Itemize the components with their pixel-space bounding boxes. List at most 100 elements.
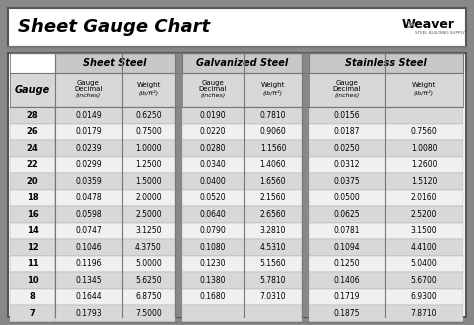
Bar [55, 157, 175, 173]
Text: 0.1719: 0.1719 [334, 292, 360, 301]
Text: 0.7560: 0.7560 [410, 127, 438, 136]
Text: (lb/ft²): (lb/ft²) [138, 90, 159, 96]
Text: 0.0340: 0.0340 [200, 160, 227, 169]
Text: Galvanized Steel: Galvanized Steel [196, 58, 288, 68]
Text: 0.7500: 0.7500 [135, 127, 162, 136]
Bar [182, 124, 302, 140]
Text: 7.5000: 7.5000 [135, 309, 162, 318]
Text: (lb/ft²): (lb/ft²) [414, 90, 434, 96]
Text: 4.4100: 4.4100 [410, 243, 438, 252]
Bar [182, 140, 302, 157]
Bar [309, 157, 463, 173]
Bar [55, 73, 175, 107]
Text: 0.0747: 0.0747 [75, 226, 102, 235]
Bar [55, 53, 175, 73]
Text: 0.1046: 0.1046 [75, 243, 102, 252]
Bar [55, 189, 175, 206]
Bar [309, 272, 463, 289]
Text: 2.0000: 2.0000 [135, 193, 162, 202]
Text: 0.6250: 0.6250 [135, 111, 162, 120]
Text: Gauge: Gauge [336, 80, 358, 86]
Bar [55, 140, 175, 157]
Text: 0.1094: 0.1094 [334, 243, 360, 252]
Bar [309, 140, 463, 157]
Bar [55, 173, 175, 189]
Bar [8, 8, 466, 47]
Text: 0.1793: 0.1793 [75, 309, 102, 318]
Text: 0.0149: 0.0149 [75, 111, 102, 120]
Text: (inches): (inches) [334, 94, 360, 98]
Text: Gauge: Gauge [77, 80, 100, 86]
Text: 1.6560: 1.6560 [260, 177, 286, 186]
Text: 0.0625: 0.0625 [334, 210, 360, 219]
Text: 0.0478: 0.0478 [75, 193, 102, 202]
Text: 0.1250: 0.1250 [334, 259, 360, 268]
Bar [10, 289, 55, 305]
Text: 0.0400: 0.0400 [200, 177, 227, 186]
Bar [182, 53, 302, 73]
Bar [55, 124, 175, 140]
Bar [10, 173, 55, 189]
Text: 3.2810: 3.2810 [260, 226, 286, 235]
Text: 0.0299: 0.0299 [75, 160, 102, 169]
Bar [182, 73, 302, 107]
Text: 1.5000: 1.5000 [135, 177, 162, 186]
Text: 18: 18 [27, 193, 38, 202]
Bar [182, 223, 302, 239]
Text: 0.0790: 0.0790 [200, 226, 227, 235]
Text: 2.6560: 2.6560 [260, 210, 286, 219]
Text: STEEL BUILDING SUPPLY: STEEL BUILDING SUPPLY [415, 32, 465, 35]
Bar [182, 107, 302, 124]
Bar [10, 53, 55, 73]
Text: 0.1644: 0.1644 [75, 292, 102, 301]
Text: 10: 10 [27, 276, 38, 285]
Text: 22: 22 [27, 160, 38, 169]
Text: 28: 28 [27, 111, 38, 120]
Text: 5.7810: 5.7810 [260, 276, 286, 285]
Bar [55, 107, 175, 124]
Text: 0.0187: 0.0187 [334, 127, 360, 136]
Bar [302, 53, 309, 317]
Text: 6.8750: 6.8750 [135, 292, 162, 301]
Text: 0.1345: 0.1345 [75, 276, 102, 285]
Bar [182, 305, 302, 321]
Text: Sheet Gauge Chart: Sheet Gauge Chart [18, 19, 210, 36]
Bar [55, 305, 175, 321]
Bar [182, 53, 302, 73]
Text: 2.0160: 2.0160 [411, 193, 437, 202]
Text: Decimal: Decimal [74, 86, 103, 92]
Bar [10, 124, 55, 140]
Bar [55, 53, 175, 73]
Bar [55, 223, 175, 239]
Bar [8, 53, 466, 317]
Text: Sheet Steel: Sheet Steel [83, 58, 147, 68]
Text: 0.0359: 0.0359 [75, 177, 102, 186]
Bar [55, 255, 175, 272]
Text: 7.8710: 7.8710 [411, 309, 437, 318]
Text: 2.5000: 2.5000 [135, 210, 162, 219]
Text: 3.1500: 3.1500 [410, 226, 438, 235]
Text: 24: 24 [27, 144, 38, 153]
Text: 2.5200: 2.5200 [411, 210, 437, 219]
Bar [10, 272, 55, 289]
Text: 0.0220: 0.0220 [200, 127, 226, 136]
Text: 0.1875: 0.1875 [334, 309, 360, 318]
Bar [55, 239, 175, 255]
Bar [309, 173, 463, 189]
Text: Stainless Steel: Stainless Steel [345, 58, 427, 68]
Bar [55, 206, 175, 223]
Bar [309, 255, 463, 272]
Bar [10, 189, 55, 206]
Text: 0.0520: 0.0520 [200, 193, 226, 202]
Text: 0.0375: 0.0375 [334, 177, 360, 186]
Text: 0.1080: 0.1080 [200, 243, 226, 252]
Text: 5.6250: 5.6250 [135, 276, 162, 285]
Text: 5.0400: 5.0400 [410, 259, 438, 268]
Text: Weaver: Weaver [402, 18, 455, 31]
Bar [309, 53, 463, 73]
Bar [182, 289, 302, 305]
Bar [10, 206, 55, 223]
Bar [309, 53, 463, 73]
Text: 6.9300: 6.9300 [410, 292, 438, 301]
Bar [182, 272, 302, 289]
